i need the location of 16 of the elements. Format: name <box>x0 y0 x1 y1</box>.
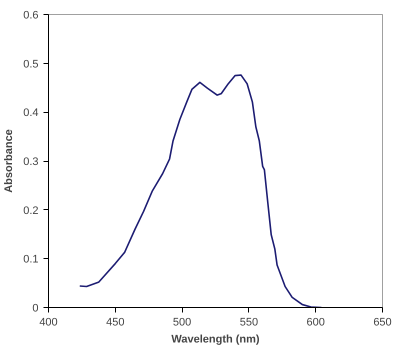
line-series <box>78 74 322 308</box>
x-tick-label: 400 <box>39 316 58 328</box>
y-tick-label: 0.1 <box>23 254 39 266</box>
x-tick-label: 500 <box>172 316 192 328</box>
x-tick-label: 650 <box>373 316 392 328</box>
y-axis-title: Absorbance <box>3 129 16 193</box>
x-axis-title: Wavelength (nm) <box>171 334 260 346</box>
y-tick-label: 0 <box>32 302 39 314</box>
y-tick-label: 0.5 <box>23 58 39 70</box>
x-tick-label: 600 <box>306 316 325 328</box>
x-tick-label: 450 <box>106 316 124 328</box>
y-tick-label: 0.4 <box>23 107 39 120</box>
x-tick-label: 550 <box>240 316 258 328</box>
y-tick-label: 0.2 <box>23 204 39 217</box>
y-tick-label: 0.6 <box>23 10 39 22</box>
y-tick-label: 0.3 <box>23 156 39 168</box>
